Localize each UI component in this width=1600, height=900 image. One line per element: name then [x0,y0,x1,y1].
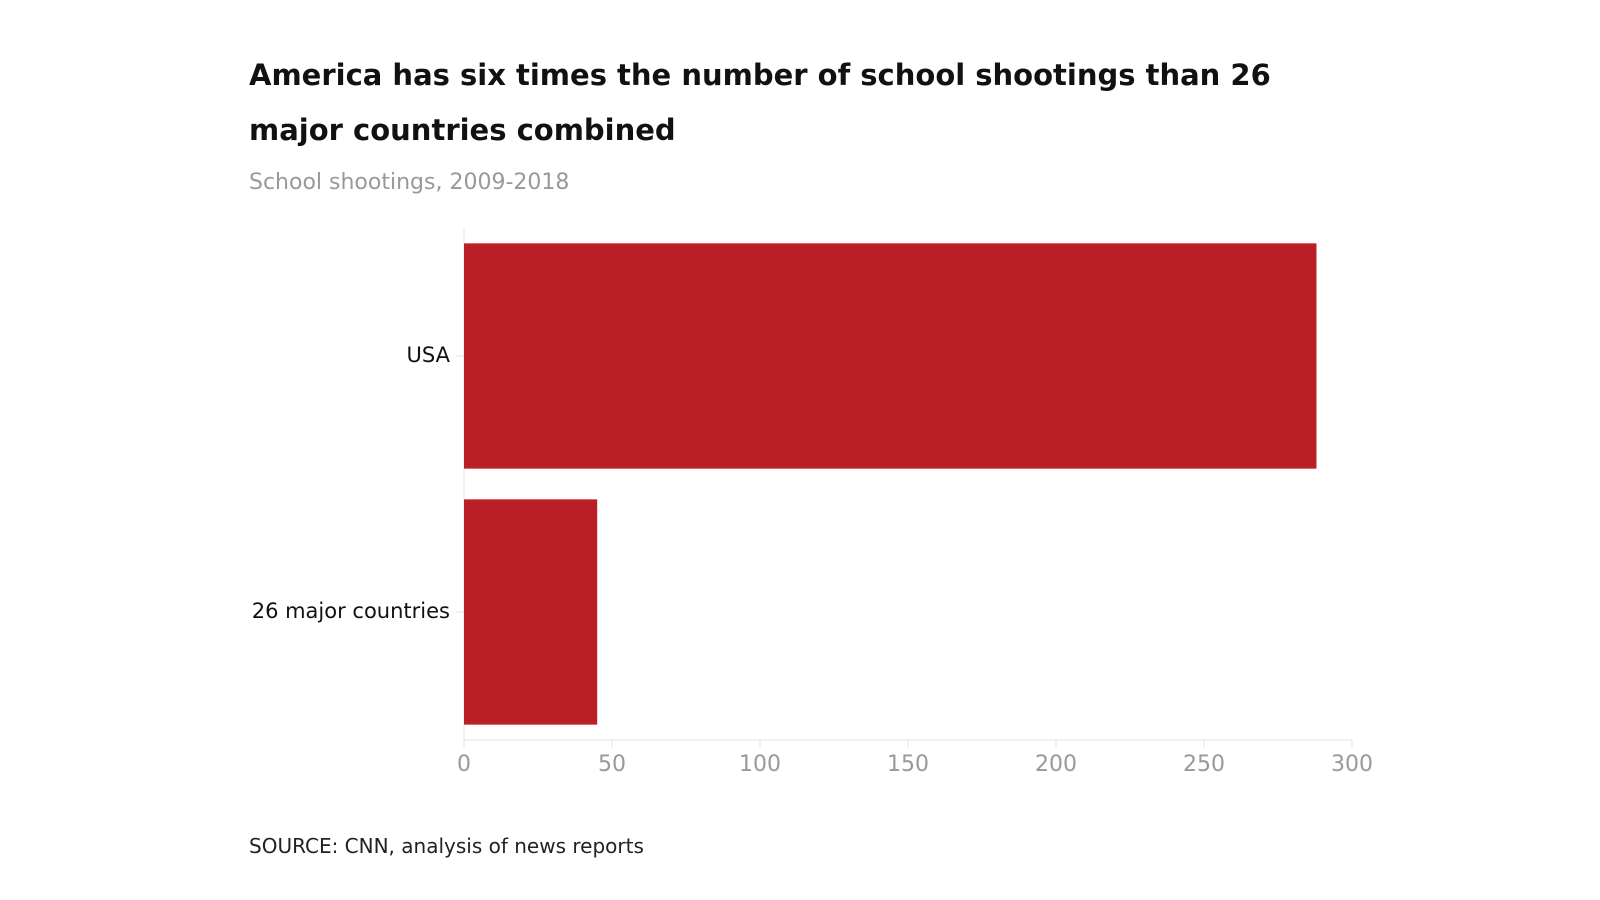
y-tick-label: 26 major countries [252,599,450,623]
x-tick-label: 150 [887,752,929,777]
bar [464,243,1317,469]
y-tick-label: USA [407,343,451,367]
source-note: SOURCE: CNN, analysis of news reports [249,834,644,858]
chart-title: America has six times the number of scho… [249,58,1271,147]
x-tick-label: 200 [1035,752,1077,777]
x-tick-label: 0 [457,752,471,777]
chart-subtitle: School shootings, 2009-2018 [249,170,570,195]
x-tick-label: 50 [598,752,626,777]
x-tick-label: 300 [1331,752,1373,777]
x-tick-label: 250 [1183,752,1225,777]
x-tick-label: 100 [739,752,781,777]
bar [464,499,598,725]
